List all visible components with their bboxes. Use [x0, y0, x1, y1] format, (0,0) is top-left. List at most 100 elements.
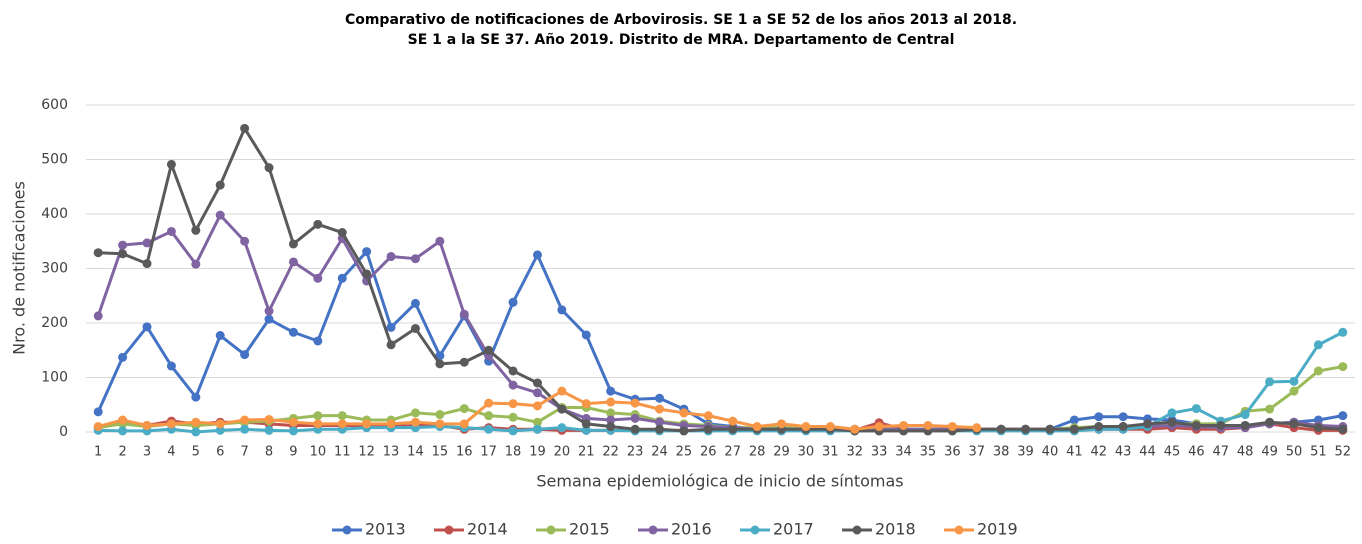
- series-marker: [191, 427, 201, 437]
- series-marker: [264, 306, 274, 316]
- series-marker: [93, 311, 103, 321]
- series-marker: [508, 380, 518, 390]
- y-tick-label: 500: [41, 152, 68, 168]
- series-marker: [1240, 420, 1250, 430]
- series-marker: [215, 419, 225, 429]
- series-marker: [850, 424, 860, 434]
- series-marker: [581, 399, 591, 409]
- x-tick-label: 6: [216, 445, 224, 460]
- series-marker: [1240, 410, 1250, 420]
- x-tick-label: 15: [432, 445, 449, 460]
- series-marker: [1289, 419, 1299, 429]
- series-marker: [142, 420, 152, 430]
- x-tick-label: 44: [1139, 445, 1156, 460]
- x-tick-label: 29: [773, 445, 790, 460]
- x-tick-label: 34: [895, 445, 912, 460]
- series-marker: [1338, 327, 1348, 337]
- x-tick-label: 35: [920, 445, 937, 460]
- series-marker: [435, 236, 445, 246]
- y-tick-label: 300: [41, 261, 68, 277]
- series-marker: [386, 419, 396, 429]
- series-marker: [215, 331, 225, 341]
- series-marker: [606, 386, 616, 396]
- series-marker: [240, 350, 250, 360]
- x-tick-label: 31: [822, 445, 839, 460]
- series-marker: [801, 422, 811, 432]
- series-marker: [484, 398, 494, 408]
- series-line: [98, 126, 1343, 433]
- series-marker: [606, 397, 616, 407]
- series-marker: [142, 322, 152, 332]
- series-marker: [118, 240, 128, 250]
- series-marker: [215, 180, 225, 190]
- x-tick-label: 16: [456, 445, 473, 460]
- x-tick-label: 23: [627, 445, 644, 460]
- x-tick-label: 2: [118, 445, 126, 460]
- series-marker: [459, 419, 469, 429]
- series-marker: [899, 420, 909, 430]
- series-marker: [484, 411, 494, 421]
- series-marker: [557, 305, 567, 315]
- series-marker: [410, 298, 420, 308]
- series-marker: [288, 239, 298, 249]
- series-marker: [166, 361, 176, 371]
- series-marker: [508, 412, 518, 422]
- x-tick-label: 50: [1286, 445, 1303, 460]
- series-marker: [1216, 420, 1226, 430]
- x-tick-label: 49: [1261, 445, 1278, 460]
- series-marker: [1289, 386, 1299, 396]
- series-marker: [362, 419, 372, 429]
- x-tick-label: 11: [334, 445, 351, 460]
- x-tick-label: 47: [1213, 445, 1230, 460]
- series-marker: [288, 417, 298, 427]
- series-marker: [93, 407, 103, 417]
- series-marker: [654, 424, 664, 434]
- x-tick-label: 48: [1237, 445, 1254, 460]
- x-tick-label: 20: [554, 445, 571, 460]
- series-marker: [630, 398, 640, 408]
- x-tick-label: 42: [1090, 445, 1107, 460]
- x-tick-label: 21: [578, 445, 595, 460]
- x-tick-label: 24: [651, 445, 668, 460]
- x-tick-label: 39: [1017, 445, 1034, 460]
- series-marker: [240, 236, 250, 246]
- series-marker: [508, 366, 518, 376]
- series-marker: [874, 422, 884, 432]
- series-marker: [410, 408, 420, 418]
- series-marker: [240, 415, 250, 425]
- series-marker: [532, 417, 542, 427]
- legend-marker: [954, 525, 964, 535]
- series-marker: [1021, 424, 1031, 434]
- series-marker: [191, 417, 201, 427]
- series-marker: [1069, 415, 1079, 425]
- series-marker: [362, 269, 372, 279]
- series-marker: [264, 314, 274, 324]
- x-tick-label: 7: [240, 445, 248, 460]
- series-marker: [459, 404, 469, 414]
- series-marker: [93, 422, 103, 432]
- series-marker: [240, 424, 250, 434]
- series-marker: [752, 422, 762, 432]
- series-marker: [1289, 376, 1299, 386]
- series-marker: [215, 210, 225, 220]
- series-marker: [435, 351, 445, 361]
- series-marker: [313, 273, 323, 283]
- series-marker: [191, 259, 201, 269]
- legend-label: 2018: [875, 520, 916, 539]
- series-marker: [1094, 412, 1104, 422]
- series-marker: [630, 413, 640, 423]
- series-marker: [972, 423, 982, 433]
- series-marker: [435, 419, 445, 429]
- series-marker: [557, 386, 567, 396]
- series-marker: [654, 417, 664, 427]
- x-tick-label: 40: [1042, 445, 1059, 460]
- series-marker: [1167, 408, 1177, 418]
- series-marker: [386, 252, 396, 262]
- series-marker: [484, 424, 494, 434]
- chart-title: Comparativo de notificaciones de Arbovir…: [345, 12, 1017, 28]
- x-tick-label: 12: [358, 445, 375, 460]
- x-tick-label: 13: [383, 445, 400, 460]
- series-marker: [1265, 417, 1275, 427]
- x-tick-label: 4: [167, 445, 175, 460]
